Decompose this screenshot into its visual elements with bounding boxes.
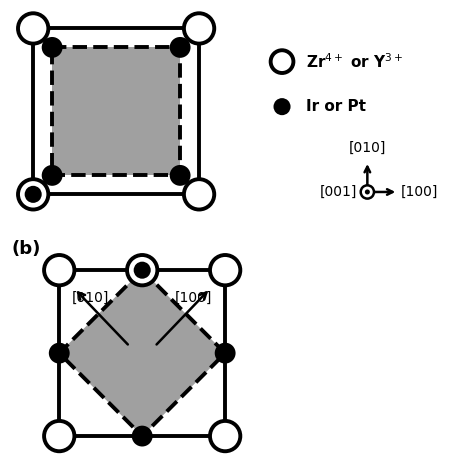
Polygon shape	[59, 270, 225, 436]
Circle shape	[134, 262, 151, 279]
Circle shape	[170, 37, 191, 58]
Circle shape	[25, 186, 42, 203]
Text: [010]: [010]	[349, 141, 386, 155]
Circle shape	[361, 185, 374, 199]
Circle shape	[44, 421, 74, 451]
Text: (b): (b)	[12, 240, 41, 258]
Circle shape	[215, 343, 236, 364]
Circle shape	[127, 255, 157, 285]
Circle shape	[132, 426, 153, 447]
Text: [010]: [010]	[72, 291, 109, 305]
Text: Zr$^{4+}$ or Y$^{3+}$: Zr$^{4+}$ or Y$^{3+}$	[306, 52, 403, 71]
Circle shape	[271, 50, 293, 73]
Text: [100]: [100]	[401, 185, 438, 199]
Circle shape	[210, 255, 240, 285]
Circle shape	[210, 421, 240, 451]
Circle shape	[18, 179, 48, 210]
Circle shape	[170, 165, 191, 186]
Circle shape	[49, 343, 70, 364]
Text: [001]: [001]	[320, 185, 357, 199]
Circle shape	[184, 179, 214, 210]
Circle shape	[365, 190, 370, 194]
Circle shape	[42, 165, 63, 186]
Circle shape	[42, 37, 63, 58]
Circle shape	[18, 13, 48, 44]
Circle shape	[184, 13, 214, 44]
Circle shape	[273, 98, 291, 115]
Text: [100]: [100]	[175, 291, 212, 305]
Text: Ir or Pt: Ir or Pt	[306, 99, 366, 114]
Polygon shape	[52, 47, 180, 175]
Circle shape	[44, 255, 74, 285]
